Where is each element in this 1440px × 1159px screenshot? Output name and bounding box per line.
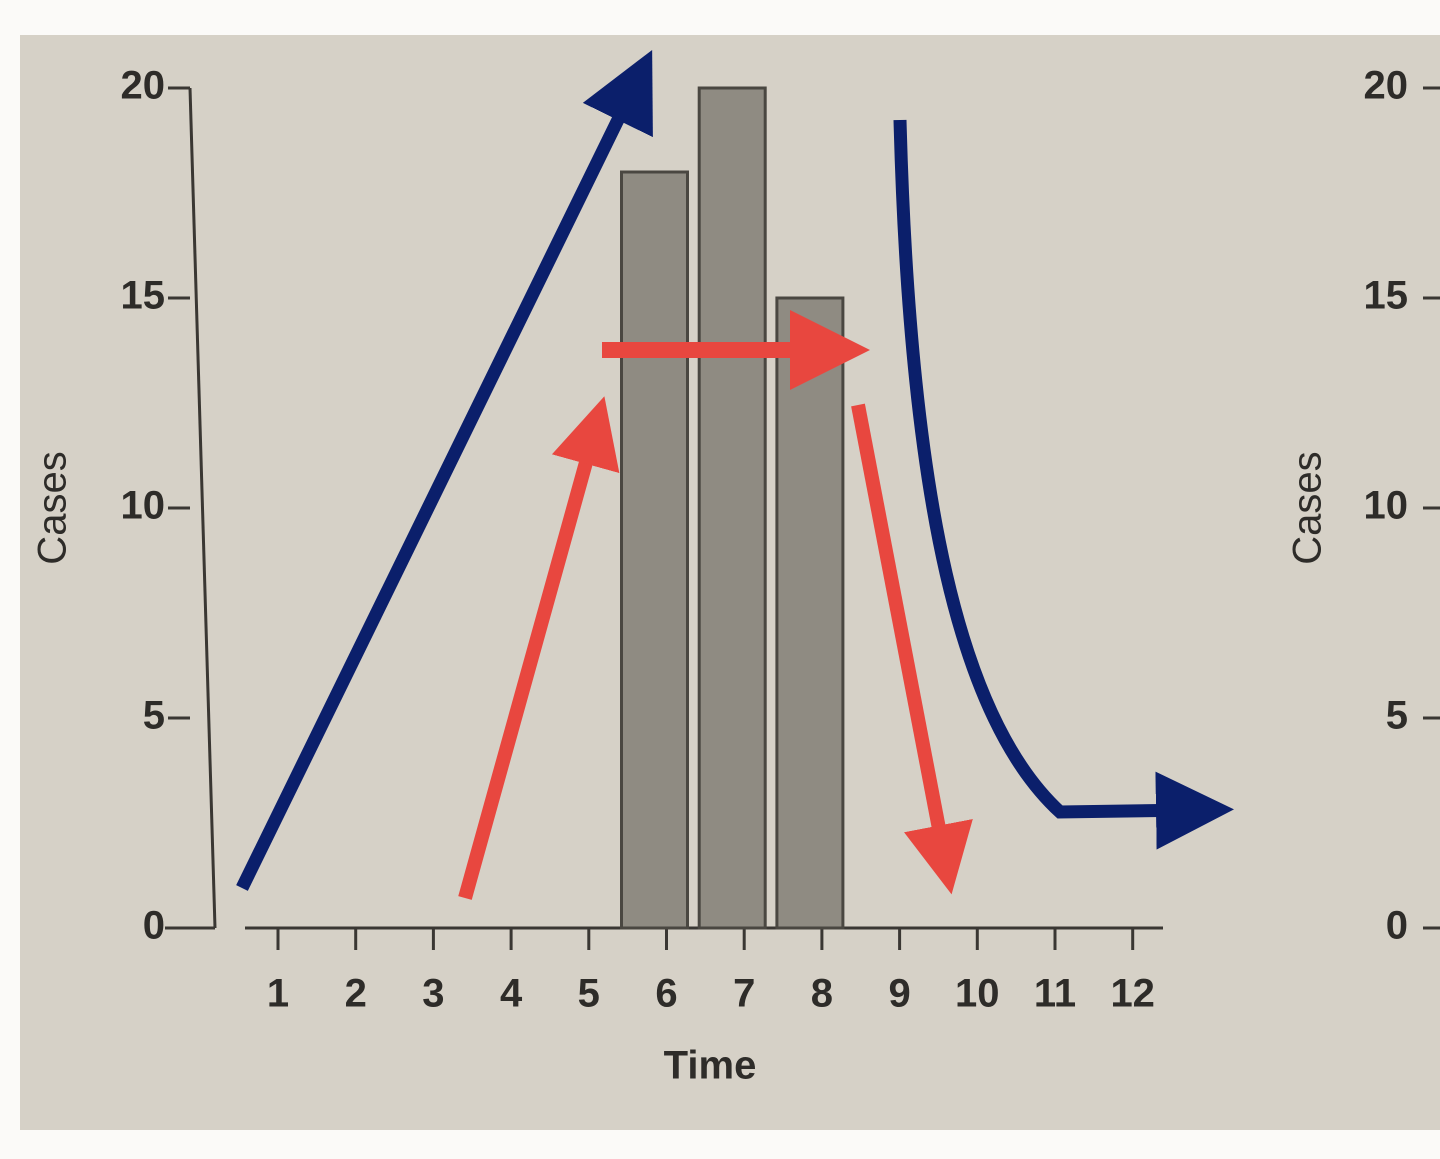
y-axis-label: Cases	[31, 451, 75, 564]
y-tick-label: 20	[1364, 64, 1409, 108]
y-axis-label: Cases	[1286, 451, 1330, 564]
x-tick-label: 11	[1034, 972, 1076, 1016]
fall-curve-arrow	[893, 119, 1234, 850]
bar	[620, 170, 689, 930]
x-tick-label: 5	[578, 972, 600, 1016]
x-tick-label: 8	[811, 972, 833, 1016]
y-tick-label: 10	[1364, 484, 1409, 528]
rise-arrow	[236, 49, 653, 891]
x-tick-label: 9	[888, 972, 910, 1016]
x-tick-label: 10	[955, 972, 1000, 1016]
x-tick-label: 1	[267, 972, 289, 1016]
y-tick-label: 0	[1386, 904, 1408, 948]
x-tick-label: 7	[733, 972, 755, 1016]
y-tick-label: 15	[121, 274, 166, 318]
bar	[697, 86, 767, 930]
red-rise-arrow	[458, 396, 620, 900]
y-tick-label: 10	[121, 484, 166, 528]
y-tick-label: 15	[1364, 274, 1409, 318]
x-axis-label: Time	[664, 1044, 757, 1088]
bar	[775, 296, 845, 930]
y-tick-label: 20	[121, 64, 166, 108]
x-tick-label: 4	[500, 972, 523, 1016]
y-tick-label: 5	[1386, 694, 1408, 738]
x-tick-label: 2	[345, 972, 367, 1016]
y-tick-label: 5	[143, 694, 165, 738]
annotation-arrows	[236, 49, 1234, 900]
x-tick-label: 3	[422, 972, 444, 1016]
red-fall-arrow	[851, 403, 973, 895]
y-axis-line	[188, 87, 217, 929]
y-tick-label: 0	[143, 904, 165, 948]
x-tick-label: 6	[655, 972, 677, 1016]
x-tick-label: 12	[1110, 972, 1155, 1016]
